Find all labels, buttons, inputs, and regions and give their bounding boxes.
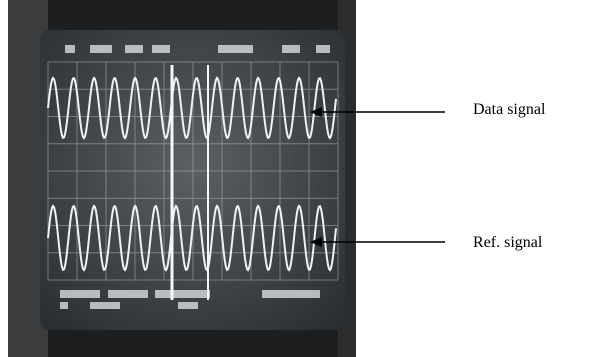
- data-signal-label: Data signal: [473, 101, 545, 119]
- ref-signal-label: Ref. signal: [473, 234, 542, 252]
- figure: Data signal Ref. signal: [0, 0, 596, 357]
- oscilloscope-photo: [0, 0, 596, 357]
